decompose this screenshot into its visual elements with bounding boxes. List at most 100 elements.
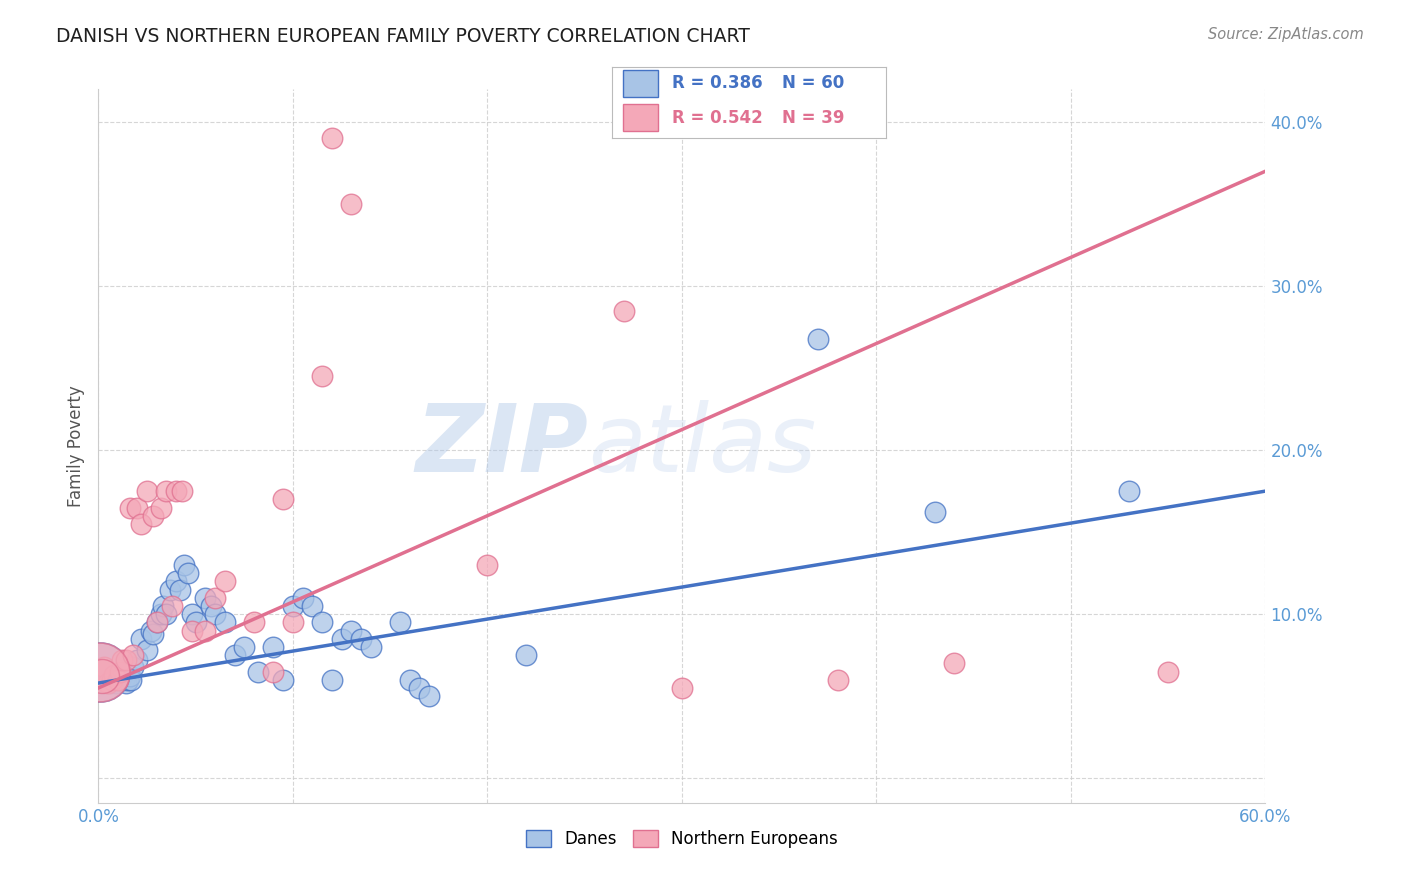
Point: [330, 632, 353, 646]
Point: [107, 673, 129, 687]
Point: [97, 673, 120, 687]
FancyBboxPatch shape: [623, 70, 658, 97]
Point: [943, 657, 966, 671]
Point: [924, 505, 946, 519]
Point: [97, 676, 120, 690]
Point: [350, 632, 373, 646]
Text: Source: ZipAtlas.com: Source: ZipAtlas.com: [1208, 27, 1364, 42]
Point: [118, 669, 141, 683]
Point: [204, 591, 226, 605]
Point: [1118, 484, 1140, 499]
Point: [149, 607, 172, 622]
Point: [165, 484, 187, 499]
Point: [121, 673, 143, 687]
Point: [129, 632, 152, 646]
Point: [162, 599, 184, 613]
Point: [477, 558, 499, 572]
Point: [340, 624, 363, 638]
Point: [246, 665, 269, 679]
Point: [118, 500, 141, 515]
Point: [671, 681, 693, 695]
Text: R = 0.386: R = 0.386: [672, 74, 762, 92]
Point: [114, 653, 136, 667]
Point: [180, 607, 202, 622]
Point: [243, 615, 266, 630]
Point: [111, 653, 134, 667]
Point: [169, 582, 191, 597]
Point: [271, 673, 294, 687]
Point: [142, 508, 165, 523]
Point: [104, 676, 127, 690]
Point: [93, 673, 115, 687]
Point: [112, 673, 135, 687]
Point: [340, 197, 363, 211]
Text: atlas: atlas: [589, 401, 817, 491]
Point: [155, 484, 177, 499]
Point: [89, 665, 111, 679]
Point: [233, 640, 256, 654]
Text: ZIP: ZIP: [416, 400, 589, 492]
Point: [91, 669, 114, 683]
Point: [200, 599, 222, 613]
Point: [262, 640, 284, 654]
Point: [89, 665, 111, 679]
Point: [194, 591, 217, 605]
Point: [180, 624, 202, 638]
Point: [114, 676, 136, 690]
Point: [149, 500, 172, 515]
Text: N = 39: N = 39: [782, 109, 844, 127]
Point: [1157, 665, 1180, 679]
Point: [321, 131, 343, 145]
Point: [613, 303, 636, 318]
Point: [96, 676, 118, 690]
Point: [165, 574, 187, 589]
Point: [184, 615, 207, 630]
Point: [129, 516, 152, 531]
Point: [173, 558, 195, 572]
Point: [122, 648, 145, 662]
Point: [214, 615, 236, 630]
Point: [107, 668, 129, 682]
Point: [177, 566, 200, 581]
Point: [418, 689, 440, 703]
Text: N = 60: N = 60: [782, 74, 844, 92]
Point: [311, 615, 333, 630]
Point: [142, 627, 165, 641]
Point: [281, 615, 304, 630]
Point: [93, 659, 115, 673]
Point: [108, 665, 131, 679]
Point: [170, 484, 193, 499]
Point: [807, 332, 830, 346]
Point: [194, 624, 217, 638]
Point: [311, 369, 333, 384]
Point: [224, 648, 246, 662]
Point: [281, 599, 304, 613]
Point: [398, 673, 420, 687]
Point: [136, 484, 159, 499]
FancyBboxPatch shape: [623, 104, 658, 131]
Point: [827, 673, 849, 687]
Point: [214, 574, 236, 589]
Point: [136, 643, 159, 657]
Point: [127, 500, 149, 515]
Point: [262, 665, 284, 679]
Point: [360, 640, 382, 654]
Point: [101, 673, 124, 687]
Point: [103, 668, 125, 682]
Point: [321, 673, 343, 687]
Point: [103, 673, 125, 687]
Point: [101, 669, 124, 683]
Point: [108, 673, 131, 687]
Legend: Danes, Northern Europeans: Danes, Northern Europeans: [519, 823, 845, 855]
Point: [111, 669, 134, 683]
Point: [515, 648, 537, 662]
Point: [117, 673, 139, 687]
Point: [204, 607, 226, 622]
Point: [122, 659, 145, 673]
Text: R = 0.542: R = 0.542: [672, 109, 762, 127]
Point: [408, 681, 430, 695]
Point: [98, 676, 121, 690]
Point: [291, 591, 314, 605]
Point: [388, 615, 411, 630]
Point: [152, 599, 174, 613]
